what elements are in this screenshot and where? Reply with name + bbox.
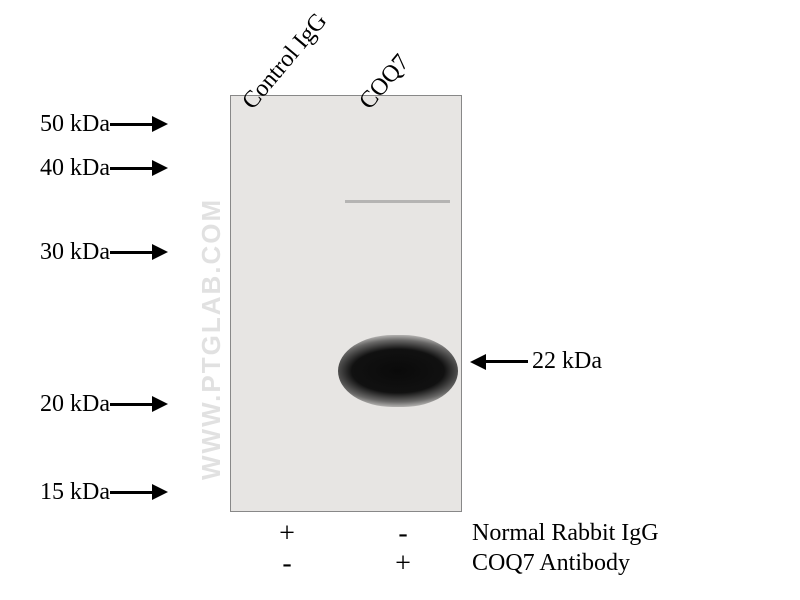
arrow-icon: [110, 396, 168, 412]
arrow-icon: [110, 244, 168, 260]
arrow-icon: [110, 160, 168, 176]
cond-label-row2: COQ7 Antibody: [472, 550, 630, 577]
ladder-text: 15 kDa: [0, 479, 110, 506]
figure-container: WWW.PTGLAB.COM Control IgG COQ7 50 kDa 4…: [0, 0, 800, 600]
ladder-text: 20 kDa: [0, 391, 110, 418]
cond-label-row1: Normal Rabbit IgG: [472, 520, 659, 547]
ladder-40: 40 kDa: [0, 156, 168, 180]
ladder-20: 20 kDa: [0, 392, 168, 416]
arrow-icon: [110, 116, 168, 132]
cond-lane2-row1: -: [388, 518, 418, 550]
ladder-30: 30 kDa: [0, 240, 168, 264]
arrow-left-icon: [470, 354, 528, 370]
ladder-text: 40 kDa: [0, 155, 110, 182]
arrow-icon: [110, 484, 168, 500]
ladder-text: 30 kDa: [0, 239, 110, 266]
cond-lane1-row1: +: [272, 518, 302, 550]
ladder-15: 15 kDa: [0, 480, 168, 504]
faint-band: [345, 200, 450, 203]
main-band: [338, 335, 458, 407]
right-marker-22: 22 kDa: [470, 348, 602, 375]
blot-area: [230, 95, 462, 512]
ladder-text: 50 kDa: [0, 111, 110, 138]
watermark: WWW.PTGLAB.COM: [196, 198, 227, 480]
cond-lane2-row2: +: [388, 548, 418, 580]
cond-lane1-row2: -: [272, 548, 302, 580]
ladder-50: 50 kDa: [0, 112, 168, 136]
right-marker-text: 22 kDa: [532, 348, 602, 375]
